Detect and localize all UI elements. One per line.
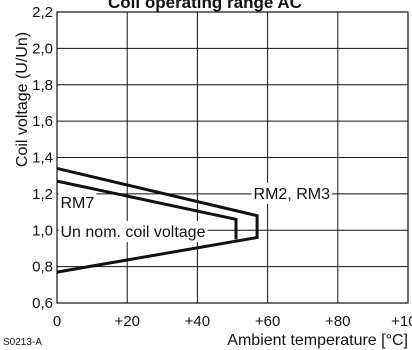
series-line-rm2-rm3 xyxy=(56,166,259,274)
annotation-background-2 xyxy=(58,221,208,243)
x-tick-labels: 0 +20 +40 +60 +80 +100 xyxy=(53,313,412,330)
chart-title: Coil operating range AC xyxy=(108,0,302,12)
y-tick-label-0: 0,6 xyxy=(32,295,53,312)
x-tick-label-1: +20 xyxy=(114,313,139,330)
series-line-rm7 xyxy=(56,179,238,240)
grid xyxy=(56,11,409,304)
annotation-background-1 xyxy=(251,182,333,204)
x-axis-label: Ambient temperature [°C] xyxy=(227,332,408,349)
y-tick-label-4: 1,4 xyxy=(32,150,53,167)
y-tick-label-7: 2,0 xyxy=(32,40,53,57)
annotation-label-2: Un nom. coil voltage xyxy=(61,224,206,241)
annotation-background-0 xyxy=(58,191,97,213)
series-group xyxy=(56,166,259,274)
y-tick-label-2: 1,0 xyxy=(32,222,53,239)
y-tick-label-1: 0,8 xyxy=(32,259,53,276)
x-tick-label-4: +80 xyxy=(325,313,350,330)
annotation-label-0: RM7 xyxy=(61,195,95,212)
x-tick-label-3: +60 xyxy=(255,313,280,330)
figure-code: S0213-A xyxy=(3,337,42,348)
x-tick-label-2: +40 xyxy=(185,313,210,330)
y-axis-label: Coil voltage (U/Un) xyxy=(14,32,31,167)
y-tick-label-6: 1,8 xyxy=(32,77,53,94)
annotation-label-1: RM2, RM3 xyxy=(254,186,331,203)
annotations: RM7 RM2, RM3 Un nom. coil voltage xyxy=(58,182,333,243)
y-tick-label-3: 1,2 xyxy=(32,186,53,203)
x-tick-label-0: 0 xyxy=(53,313,61,330)
y-tick-labels: 0,6 0,8 1,0 1,2 1,4 1,6 1,8 2,0 2,2 xyxy=(32,4,53,312)
plot-frame xyxy=(56,11,409,304)
y-tick-label-8: 2,2 xyxy=(32,4,53,21)
y-tick-label-5: 1,6 xyxy=(32,113,53,130)
plot-border xyxy=(56,11,409,304)
x-tick-label-5: +100 xyxy=(391,313,412,330)
